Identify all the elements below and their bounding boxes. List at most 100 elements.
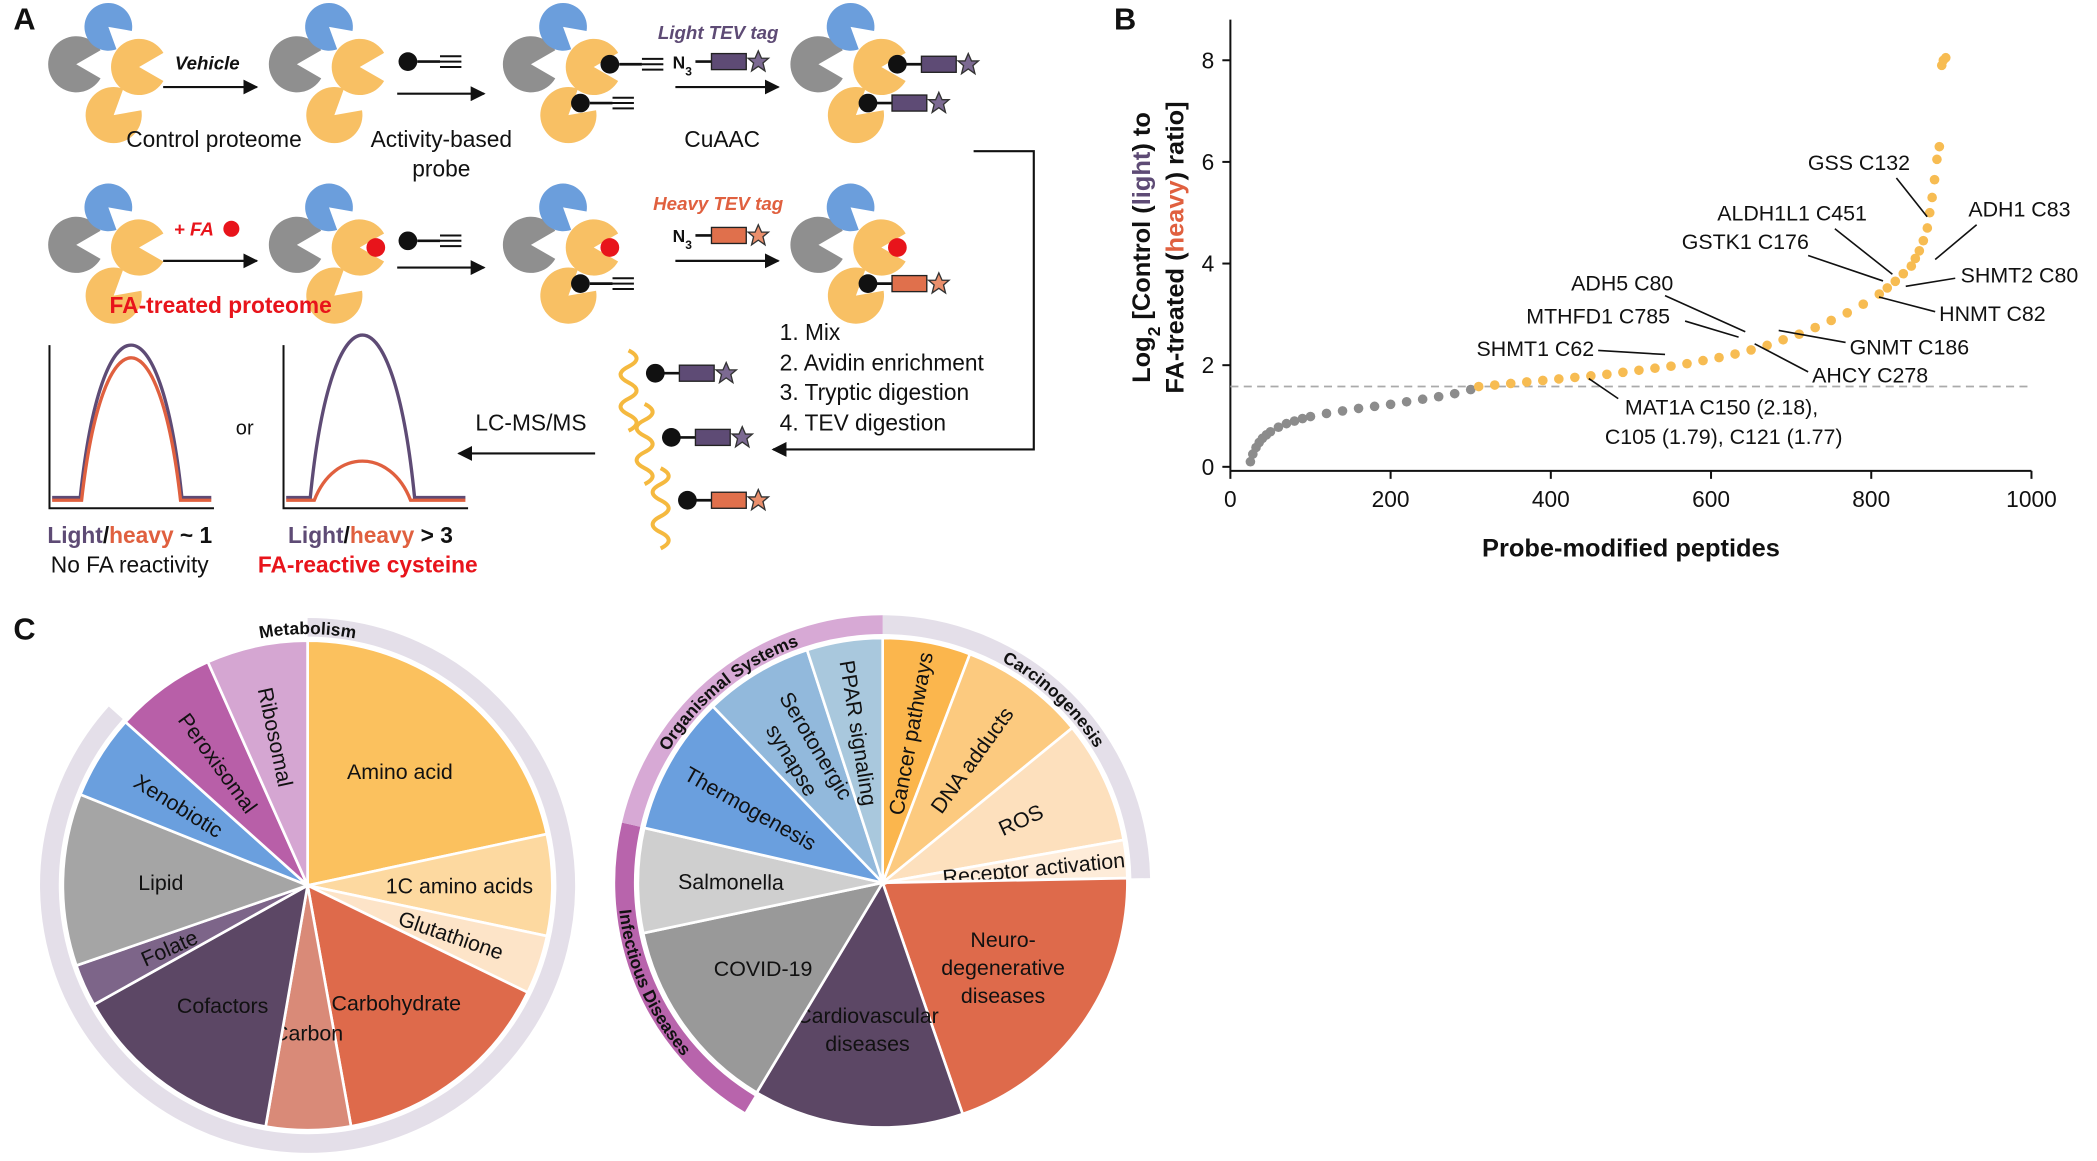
slice-label: Neuro-degenerative diseases (941, 928, 1065, 1008)
azide-label: N3 (673, 52, 693, 78)
data-point (1634, 365, 1644, 376)
y-axis-label-part: 2 (1144, 327, 1164, 337)
data-point (1890, 276, 1901, 287)
ratio-label: Light/heavy > 3 (288, 522, 453, 548)
annotation-leader (1895, 177, 1928, 218)
x-tick-label: 200 (1372, 486, 1410, 512)
annotation-leader (1778, 329, 1846, 344)
x-tick-label: 600 (1692, 486, 1730, 512)
group-ring (882, 615, 1151, 879)
annotation: MTHFD1 C785 (1526, 305, 1670, 329)
azide-subscript: 3 (685, 64, 692, 78)
probe-icon (397, 50, 463, 73)
plot-axes (48, 345, 214, 510)
group-ring (622, 615, 883, 827)
annotation-leader (1834, 228, 1893, 275)
fa-dot (600, 238, 620, 257)
data-point (1730, 349, 1740, 359)
slice-label-line: Cofactors (177, 994, 268, 1018)
slice-label: Cardiovascular diseases (796, 1004, 939, 1056)
caption: Activity-based (371, 126, 512, 152)
slice-label-line: Carbon (273, 1021, 343, 1045)
azide-subscript: 3 (685, 238, 692, 252)
x-axis-label: Probe-modified peptides (1482, 534, 1780, 562)
panel-label: C (13, 611, 35, 646)
annotation-line: SHMT1 C62 (1477, 337, 1595, 361)
annotation: AHCY C278 (1812, 364, 1928, 388)
connector-arrow (771, 150, 1035, 457)
slice-label-line: degenerative (941, 956, 1065, 980)
data-point (1449, 388, 1460, 399)
data-point (1906, 261, 1917, 271)
slice-label-line: Amino acid (347, 760, 453, 784)
y-axis-label-part: heavy (1162, 180, 1190, 252)
step: 2. Avidin enrichment (780, 350, 985, 376)
data-point (1537, 375, 1548, 386)
azide-label: N3 (673, 226, 693, 252)
ratio-part: heavy (109, 522, 174, 548)
proteome-icon (503, 0, 618, 155)
step-label: LC-MS/MS (475, 410, 586, 436)
y-axis-label-part: Log (1128, 336, 1156, 383)
caption: Control proteome (126, 126, 302, 152)
tag-icon (695, 225, 768, 245)
annotation-leader (1684, 320, 1739, 338)
annotation: SHMT2 C80 (1961, 263, 2079, 287)
ratio-part: / (103, 522, 110, 548)
slice-label: Carbon (273, 1021, 343, 1045)
annotation: MAT1A C150 (2.18), C105 (1.79), C121 (1.7… (1605, 396, 1843, 449)
pie-slice (206, 639, 309, 886)
annotation-line: HNMT C82 (1939, 302, 2046, 326)
caption: FA-reactive cysteine (258, 551, 478, 577)
heavy-trace (52, 356, 212, 502)
annotation-line: ADH5 C80 (1571, 271, 1673, 295)
tagged-probe-icon (888, 54, 978, 74)
azide-text: N (673, 226, 686, 246)
data-point (1927, 192, 1937, 203)
tag-icon (695, 51, 768, 71)
pie-slice (636, 826, 883, 935)
caption: CuAAC (684, 126, 760, 152)
annotation-line: C105 (1.79), C121 (1.77) (1605, 425, 1843, 449)
data-point (1353, 403, 1364, 414)
slice-label: Amino acid (347, 760, 453, 784)
pie-slice (92, 882, 310, 1129)
fa-dot (888, 238, 907, 257)
data-point (1265, 426, 1276, 437)
pie-slice (306, 639, 549, 888)
annotation-line: GSS C132 (1808, 151, 1910, 175)
x-tick-label: 800 (1852, 486, 1890, 512)
scheme-row-control: Vehicle Control proteome Activity-based … (48, 0, 978, 182)
panel-label: A (13, 2, 35, 37)
heavy-trace (286, 459, 466, 502)
pie-slice (805, 636, 885, 884)
annotation-leader (1598, 349, 1666, 356)
caption: or (236, 418, 254, 440)
ratio-part: Light (288, 522, 344, 548)
annotation-line: ALDH1L1 C451 (1717, 202, 1867, 226)
y-axis-label-part: FA-treated ( (1162, 252, 1190, 394)
data-point (1924, 207, 1935, 218)
data-point (1369, 401, 1380, 412)
data-point (1874, 289, 1885, 299)
peptide (634, 402, 655, 487)
data-point (1940, 52, 1951, 63)
data-point (1746, 345, 1756, 355)
data-point (1473, 381, 1484, 392)
annotation: ALDH1L1 C451 (1717, 202, 1867, 226)
annotation-leader (1878, 296, 1936, 313)
caption: probe (412, 156, 470, 182)
y-tick-label: 4 (1202, 251, 1215, 277)
step: 4. TEV digestion (780, 410, 946, 436)
annotation-line: MAT1A C150 (2.18), (1625, 396, 1818, 420)
ratio-part: ~ 1 (174, 522, 213, 548)
data-point (1714, 352, 1724, 363)
scheme-row-fa: + FA FA-treated proteome Heavy TEV tag N… (48, 174, 949, 335)
annotation-leader (1754, 343, 1809, 373)
annotation-leader (1807, 254, 1884, 282)
y-tick-label: 8 (1202, 47, 1215, 73)
data-point (1289, 416, 1300, 426)
peptide (650, 466, 671, 551)
